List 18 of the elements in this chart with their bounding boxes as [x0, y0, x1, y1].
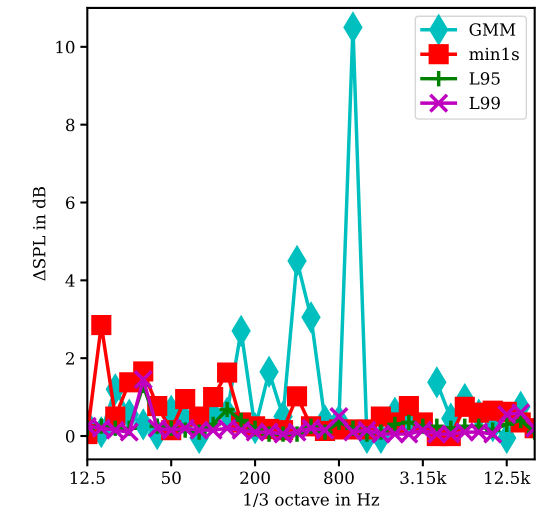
x-tick-label: 12.5k: [485, 471, 530, 484]
y-tick-label: 4: [65, 274, 75, 287]
legend-label: GMM: [470, 23, 516, 36]
x-tick-label: 50: [162, 471, 181, 484]
legend-label: min1s: [469, 48, 519, 60]
x-tick-label: 12.5: [70, 471, 105, 484]
x-tick-label: 3.15k: [400, 471, 447, 484]
y-tick-label: 6: [66, 196, 74, 210]
y-tick-label: 10: [56, 40, 74, 54]
legend-label: L99: [470, 96, 500, 110]
y-tick-label: 8: [66, 118, 74, 132]
y-tick-label: 2: [66, 352, 74, 365]
x-tick-label: 200: [240, 471, 270, 484]
legend-label: L95: [470, 72, 500, 85]
x-axis-title: 1/3 octave in Hz: [244, 493, 380, 508]
x-tick-label: 800: [324, 471, 354, 484]
y-tick-label: 0: [66, 430, 74, 443]
y-axis-title: ΔSPL in dB: [32, 187, 46, 281]
